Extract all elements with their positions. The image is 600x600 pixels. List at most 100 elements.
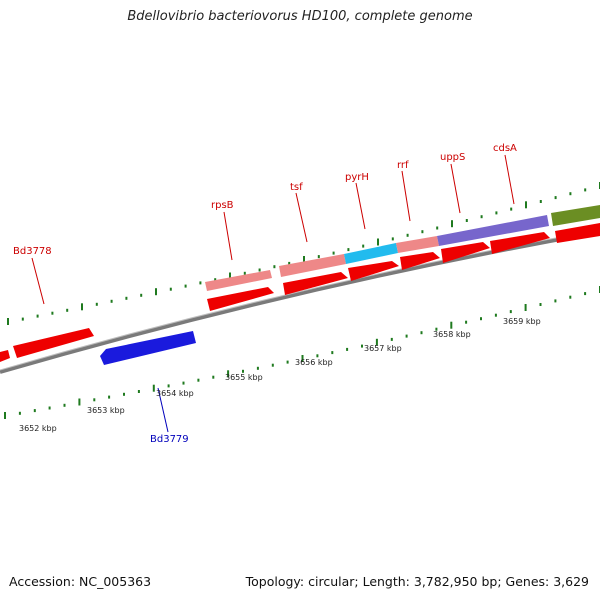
minor-tick [509, 310, 512, 314]
minor-tick [554, 299, 557, 303]
minor-tick [421, 230, 424, 234]
minor-tick [406, 233, 409, 237]
minor-tick [390, 337, 393, 341]
minor-tick [63, 403, 66, 407]
feature-cds-rrf [400, 252, 440, 270]
minor-tick [510, 207, 513, 211]
minor-tick [332, 251, 335, 255]
minor-tick [317, 255, 320, 259]
minor-tick [405, 334, 408, 338]
minor-tick [331, 351, 334, 355]
minor-tick [495, 211, 498, 215]
genome-backbone [0, 230, 600, 374]
minor-tick [554, 196, 557, 200]
minor-tick [169, 287, 172, 291]
major-tick [227, 370, 230, 378]
minor-tick [569, 192, 572, 196]
minor-tick [214, 278, 217, 282]
feature-cds-rpsB [207, 287, 274, 311]
minor-tick [123, 392, 125, 396]
feature-tsf-upper [279, 254, 346, 277]
minor-tick [362, 244, 365, 248]
minor-tick [435, 327, 438, 331]
feature-uppS-upper [437, 215, 549, 246]
minor-tick [480, 215, 483, 219]
minor-tick [391, 237, 394, 241]
feature-cds-next [555, 223, 600, 243]
tick-label: 3653 kbp [87, 406, 125, 415]
minor-tick [212, 375, 215, 379]
minor-tick [569, 295, 572, 299]
minor-tick [584, 188, 587, 192]
minor-tick [242, 369, 244, 373]
minor-tick [18, 411, 21, 415]
gene-label-bd3779: Bd3779 [150, 434, 189, 445]
gene-label-tsf: tsf [290, 182, 303, 193]
minor-tick [51, 311, 54, 315]
minor-tick [182, 381, 185, 385]
minor-tick [465, 320, 468, 324]
minor-tick [110, 299, 113, 303]
minor-tick [93, 398, 96, 402]
minor-tick [21, 317, 24, 321]
minor-tick [271, 363, 274, 367]
map-title: Bdellovibrio bacteriovorus HD100, comple… [127, 9, 473, 24]
minor-tick [243, 271, 246, 275]
feature-cds-bd3779 [100, 331, 196, 365]
minor-tick [494, 313, 497, 317]
gene-label-uppS: uppS [440, 152, 465, 163]
major-tick [525, 201, 527, 209]
minor-tick [539, 200, 542, 203]
minor-tick [108, 395, 111, 399]
major-tick [81, 303, 83, 311]
feature-cds-cdsA [490, 232, 550, 254]
tick-label: 3658 kbp [433, 330, 471, 339]
minor-tick [347, 248, 350, 252]
minor-tick [95, 302, 98, 306]
gene-label-rpsB: rpsB [211, 200, 234, 211]
major-tick [450, 321, 453, 329]
tick-label: 3656 kbp [295, 358, 333, 367]
feature-cds-uppS [441, 242, 490, 263]
minor-tick [258, 268, 261, 272]
major-tick [303, 256, 305, 263]
minor-tick [197, 378, 200, 382]
feature-cds-pyrH [348, 261, 399, 281]
minor-tick [48, 406, 51, 410]
minor-tick [286, 360, 289, 364]
feature-rpsB-upper [205, 270, 272, 291]
tick-label: 3652 kbp [19, 424, 57, 433]
minor-tick [346, 347, 349, 351]
major-tick [78, 398, 81, 406]
minor-tick [137, 390, 140, 393]
minor-tick [480, 317, 482, 321]
minor-tick [584, 292, 587, 296]
minor-tick [125, 296, 128, 300]
major-tick [7, 318, 9, 325]
minor-tick [288, 261, 291, 265]
minor-tick [316, 354, 319, 358]
minor-tick [273, 265, 276, 269]
major-tick [152, 384, 155, 392]
minor-tick [140, 293, 143, 297]
tick-label: 3655 kbp [225, 373, 263, 382]
feature-cds-tsf [283, 272, 348, 295]
genome-backbone-highlight [0, 229, 600, 371]
minor-tick [539, 303, 542, 306]
feature-cds-bd3778 [13, 328, 94, 358]
feature-rrf-upper [396, 236, 439, 253]
tick-label: 3654 kbp [156, 389, 194, 398]
major-tick [301, 355, 304, 362]
tick-label: 3657 kbp [364, 344, 402, 353]
minor-tick [361, 344, 363, 348]
feature-next-upper [551, 205, 600, 226]
minor-tick [167, 384, 170, 388]
feature-track-forward [0, 223, 600, 362]
accession-text: Accession: NC_005363 [9, 574, 152, 589]
major-tick [229, 272, 231, 280]
major-tick [155, 288, 157, 296]
minor-tick [436, 226, 439, 230]
major-tick [451, 220, 453, 228]
